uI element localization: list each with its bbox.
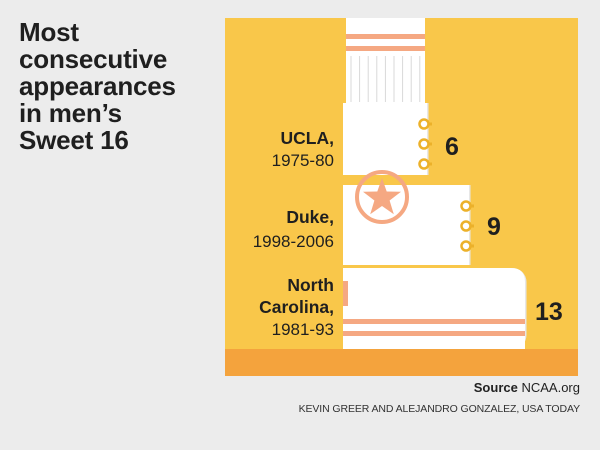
category-label-unc-line1: North	[287, 275, 334, 295]
bar-ring-tab	[470, 244, 474, 248]
category-label-ucla: UCLA,	[281, 128, 334, 148]
candle-decoration	[346, 18, 425, 103]
headline-line: Sweet 16	[19, 125, 129, 155]
bar-ring-tab	[428, 162, 432, 166]
headline-line: consecutive	[19, 44, 168, 74]
bar-ring-tab	[470, 204, 474, 208]
credit-line: KEVIN GREER AND ALEJANDRO GONZALEZ, USA …	[298, 403, 581, 415]
category-label-unc-line2: Carolina,	[259, 297, 334, 317]
headline-line: Most	[19, 17, 79, 47]
value-label-duke: 9	[487, 213, 501, 241]
candle-grooves	[350, 56, 421, 102]
value-label-ucla: 6	[445, 133, 459, 161]
source-note: Source NCAA.org	[474, 380, 580, 395]
bar-layer	[343, 103, 527, 349]
category-years-unc: 1981-93	[272, 320, 334, 339]
bar-stripe	[343, 319, 525, 324]
headline: Most consecutive appearances in men’s Sw…	[19, 19, 219, 154]
chart-ground	[225, 349, 578, 376]
headline-line: appearances	[19, 71, 176, 101]
bar-ring-tab	[470, 224, 474, 228]
category-years-duke: 1998-2006	[253, 232, 334, 251]
bar-tab	[343, 281, 348, 306]
candle-stripe	[346, 34, 425, 39]
bar-group-ucla	[343, 103, 432, 175]
headline-line: in men’s	[19, 98, 122, 128]
source-label: Source	[473, 380, 518, 395]
bar-group-unc	[343, 268, 527, 349]
star-icon	[363, 178, 401, 215]
bar-stripe	[343, 331, 525, 336]
value-label-unc: 13	[535, 298, 563, 326]
bar-ring-tab	[428, 122, 432, 126]
source-text: NCAA.org	[521, 380, 580, 395]
bar-unc	[343, 268, 525, 349]
candle-stripe	[346, 46, 425, 51]
star-emblem-icon	[355, 170, 409, 224]
category-years-ucla: 1975-80	[272, 151, 334, 170]
bar-ring-tab	[428, 142, 432, 146]
bar-ucla	[343, 103, 427, 175]
star-ring	[355, 170, 409, 224]
category-label-duke: Duke,	[286, 207, 334, 227]
